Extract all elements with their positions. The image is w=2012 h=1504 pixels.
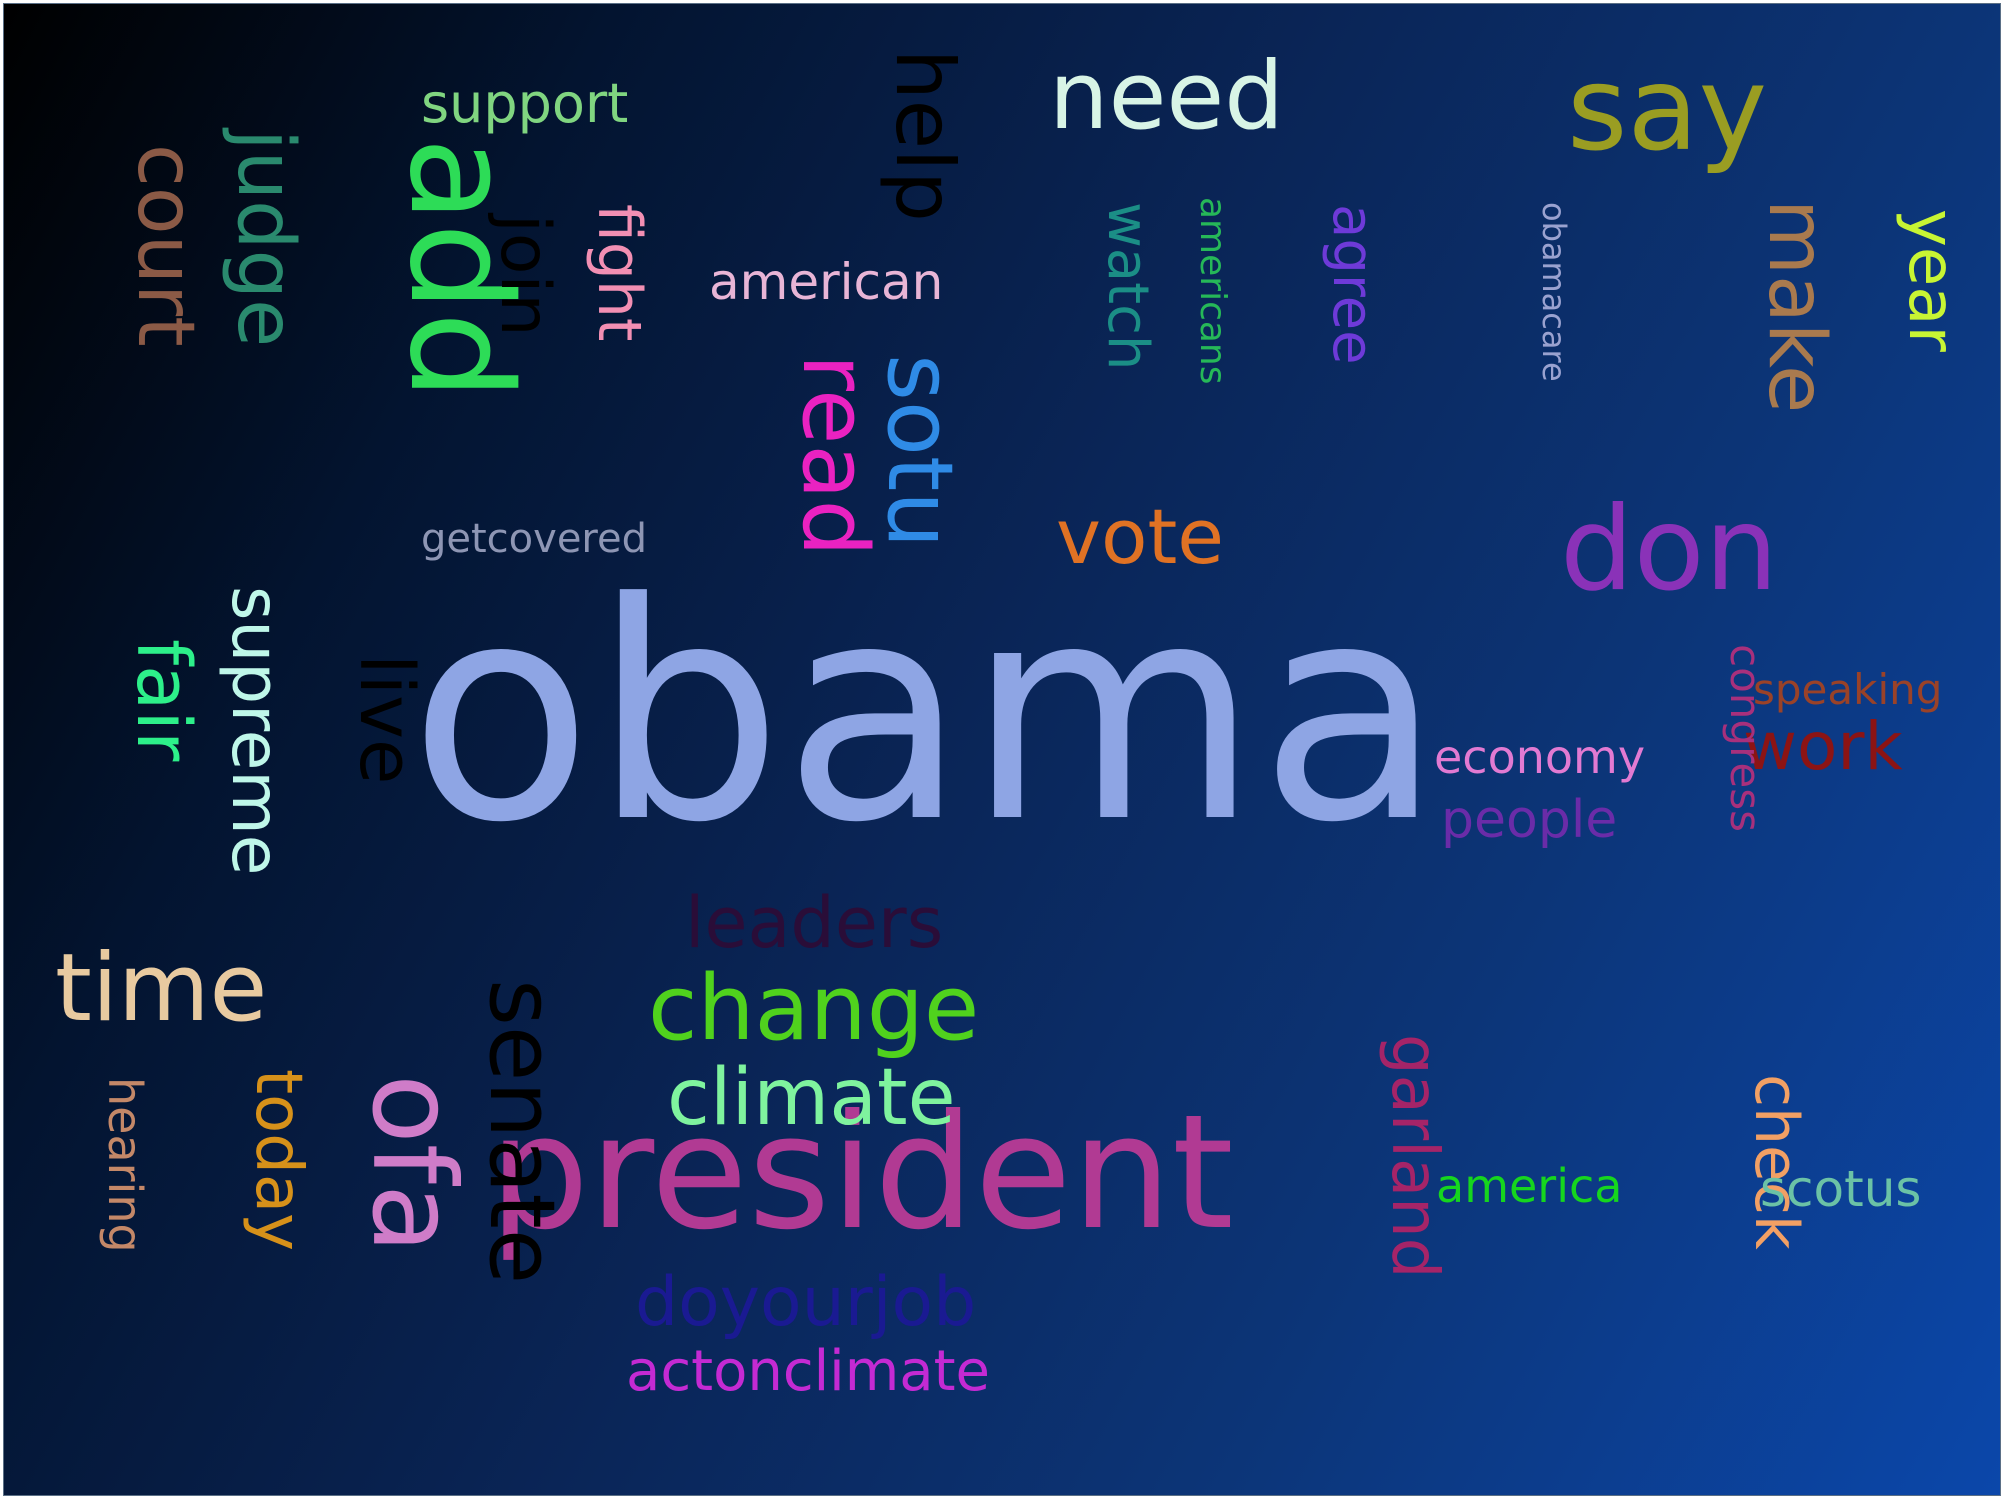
cloud-word-fair: fair: [120, 639, 206, 762]
cloud-word-court: court: [120, 144, 210, 347]
cloud-word-leaders: leaders: [685, 882, 944, 964]
cloud-word-garland: garland: [1377, 1034, 1451, 1279]
cloud-word-doyourjob: doyourjob: [635, 1263, 977, 1342]
cloud-word-judge: judge: [220, 129, 310, 348]
word-cloud: obama president add say don ofa senate need time…: [3, 3, 2001, 1496]
cloud-word-make: make: [1751, 199, 1841, 414]
cloud-word-president: president: [489, 1081, 1234, 1265]
cloud-word-today: today: [241, 1069, 315, 1251]
cloud-word-people: people: [1441, 790, 1618, 850]
cloud-word-support: support: [421, 72, 629, 135]
cloud-word-hearing: hearing: [98, 1077, 152, 1253]
cloud-word-change: change: [648, 956, 980, 1061]
cloud-word-need: need: [1049, 42, 1284, 151]
cloud-word-join: join: [485, 214, 564, 337]
cloud-word-ofa: ofa: [347, 1074, 480, 1254]
cloud-word-speaking: speaking: [1753, 665, 1943, 714]
cloud-word-fight: fight: [584, 204, 654, 342]
cloud-word-time: time: [55, 934, 268, 1043]
cloud-word-read: read: [782, 354, 887, 557]
cloud-word-obamacare: obamacare: [1535, 202, 1573, 382]
cloud-word-say: say: [1567, 42, 1768, 177]
cloud-word-supreme: supreme: [217, 586, 294, 876]
cloud-word-sotu: sotu: [867, 354, 972, 549]
cloud-word-live: live: [343, 654, 429, 785]
cloud-word-americans: americans: [1192, 197, 1233, 385]
cloud-word-america: america: [1436, 1159, 1623, 1213]
cloud-word-obama: obama: [409, 539, 1443, 888]
cloud-word-vote: vote: [1056, 492, 1225, 581]
cloud-word-watch: watch: [1095, 202, 1160, 371]
cloud-word-actonclimate: actonclimate: [626, 1339, 990, 1404]
cloud-word-work: work: [1743, 708, 1903, 785]
cloud-word-scotus: scotus: [1760, 1160, 1922, 1218]
cloud-word-agree: agree: [1320, 204, 1385, 365]
cloud-word-don: don: [1560, 482, 1779, 617]
cloud-word-climate: climate: [667, 1053, 956, 1143]
cloud-word-getcovered: getcovered: [421, 516, 647, 562]
cloud-word-help: help: [878, 49, 971, 222]
cloud-word-senate: senate: [469, 979, 574, 1285]
cloud-word-economy: economy: [1434, 730, 1646, 784]
cloud-word-year: year: [1894, 209, 1968, 352]
cloud-word-american: american: [709, 253, 944, 311]
